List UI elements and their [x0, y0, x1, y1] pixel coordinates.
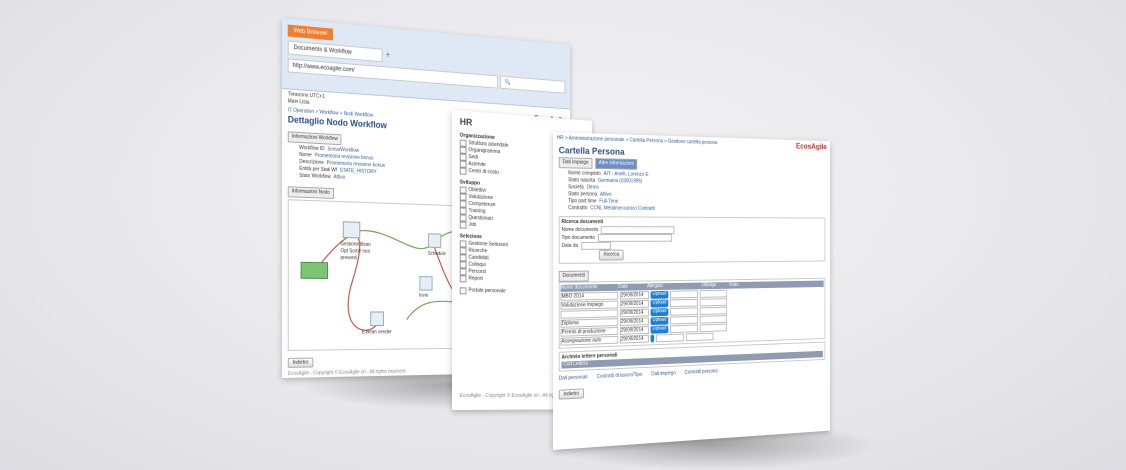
search-box: Ricerca documenti Nome documento Tipo do…: [558, 216, 826, 264]
back-button[interactable]: Indietro: [558, 388, 584, 400]
obbligo-select[interactable]: [669, 307, 698, 316]
doc-name-cell[interactable]: [560, 309, 619, 319]
search-button[interactable]: Ricerca: [598, 249, 624, 261]
persona-window: HR > Amministrazione personale > Cartell…: [553, 132, 830, 450]
document-icon: [459, 167, 467, 175]
status-select[interactable]: [699, 306, 727, 315]
field-value: CCNL Metalmeccanico Contratti: [590, 205, 655, 212]
browser-search-input[interactable]: 🔍: [500, 75, 566, 94]
address-url: http://www.ecoagile.com/: [292, 62, 355, 74]
doc-date-cell[interactable]: 29/09/2014: [619, 308, 649, 318]
node-label-1: Gestione Bean Opt Sortie non presenti: [340, 241, 371, 262]
obbligo-select[interactable]: [655, 333, 685, 343]
col-header: Allegato: [647, 283, 664, 290]
tab-documenti[interactable]: Documenti: [558, 270, 589, 282]
col-header: Obbligo: [701, 282, 717, 289]
search-label: Tipo documento: [561, 234, 595, 241]
status-select[interactable]: [685, 332, 714, 342]
main-toolbar[interactable]: Main Lista: [287, 98, 310, 106]
field-label: Stato Workflow: [299, 172, 331, 181]
status-select[interactable]: [699, 289, 727, 298]
browser-app-label[interactable]: Web Browser: [287, 24, 333, 41]
upload-button[interactable]: Upload: [650, 325, 669, 334]
col-header: Data: [618, 283, 628, 290]
field-label: Contratto: [568, 205, 588, 212]
status-select[interactable]: [699, 298, 727, 307]
browser-tab-title: Documents & Workflow: [293, 44, 352, 56]
link-contratti-lavoro[interactable]: Contratti di lavoro/Tipo: [596, 371, 643, 380]
field-value: Attivo: [333, 174, 346, 181]
obbligo-select[interactable]: [669, 290, 698, 299]
document-icon: [459, 275, 467, 283]
tab-workflow-info[interactable]: Informazioni Workflow: [287, 131, 342, 146]
document-icon: [459, 287, 467, 295]
doc-date-cell[interactable]: 29/09/2014: [619, 326, 649, 335]
status-select[interactable]: [699, 315, 727, 324]
hr-menu-item-label: Report: [468, 275, 483, 282]
doc-name-cell[interactable]: MBO 2014: [560, 291, 619, 301]
tab-dati-impiego[interactable]: Dati impiego: [558, 157, 593, 169]
obbligo-select[interactable]: [669, 298, 698, 308]
persona-fields: Nome completo AIT - Anelli, Lorenzo E Sta…: [568, 170, 825, 214]
upload-button[interactable]: Upload: [650, 316, 669, 326]
doc-date-cell[interactable]: 29/09/2014: [619, 299, 649, 309]
doc-rows: MBO 2014 29/09/2014 Upload Valutazione Impi…: [560, 288, 824, 346]
upload-button[interactable]: Upload: [650, 308, 669, 317]
node-label-3: Invio: [418, 292, 429, 299]
obbligo-select[interactable]: [669, 324, 698, 334]
document-icon: [459, 221, 467, 229]
doc-date-cell[interactable]: 29/09/2014: [619, 334, 649, 344]
upload-button[interactable]: Upload: [650, 299, 669, 308]
workflow-browser-window: Web Browser Documents & Workflow ＋ http:…: [282, 18, 571, 378]
upload-button[interactable]: Upload: [650, 290, 669, 299]
doc-name-cell[interactable]: Assegnazione auto: [560, 335, 619, 346]
tab-node-info[interactable]: Informazioni Nodo: [287, 186, 334, 199]
back-button[interactable]: Indietro: [287, 357, 314, 368]
node-label-4: E-Bean sender: [361, 329, 392, 336]
search-label: Data da: [561, 242, 579, 249]
search-label: Nome documento: [561, 226, 599, 233]
doc-date-cell[interactable]: 29/09/2014: [619, 291, 649, 300]
upload-button[interactable]: [650, 334, 655, 343]
obbligo-select[interactable]: [669, 315, 698, 325]
link-dati-impiego[interactable]: Dati impiego: [651, 370, 676, 378]
status-select[interactable]: [699, 323, 727, 333]
workflow-canvas: [289, 200, 565, 350]
hr-menu-item-label: Job: [468, 221, 477, 229]
col-header: Stato: [728, 281, 739, 288]
doc-date-cell[interactable]: 29/09/2014: [619, 317, 649, 326]
new-tab-icon[interactable]: ＋: [385, 52, 391, 60]
hr-menu-item-label: Portale personale: [468, 287, 506, 295]
workflow-diagram[interactable]: Gestione Bean Opt Sortie non presenti Sc…: [287, 199, 566, 351]
link-dati-personali[interactable]: Dati personali: [558, 374, 588, 382]
tab-altre-info[interactable]: Altre informazioni: [595, 158, 638, 170]
ecosagile-logo: EcosAgile: [795, 141, 827, 152]
col-header: Nome documento: [560, 284, 598, 291]
date-from-input[interactable]: [580, 241, 611, 250]
doc-name-input[interactable]: [601, 226, 675, 235]
documents-table: Nome documento Data Allegato Obbligo Sta…: [558, 277, 826, 349]
node-label-2: Schedule: [427, 250, 446, 258]
field-value: Germania (03001995): [597, 177, 643, 185]
doc-type-select[interactable]: [597, 234, 672, 242]
link-contratti-persona[interactable]: Contratti persona: [684, 368, 718, 376]
doc-name-cell[interactable]: Valutazione Impiego: [560, 300, 619, 310]
hr-menu-item-label: Centri di costo: [468, 168, 499, 176]
